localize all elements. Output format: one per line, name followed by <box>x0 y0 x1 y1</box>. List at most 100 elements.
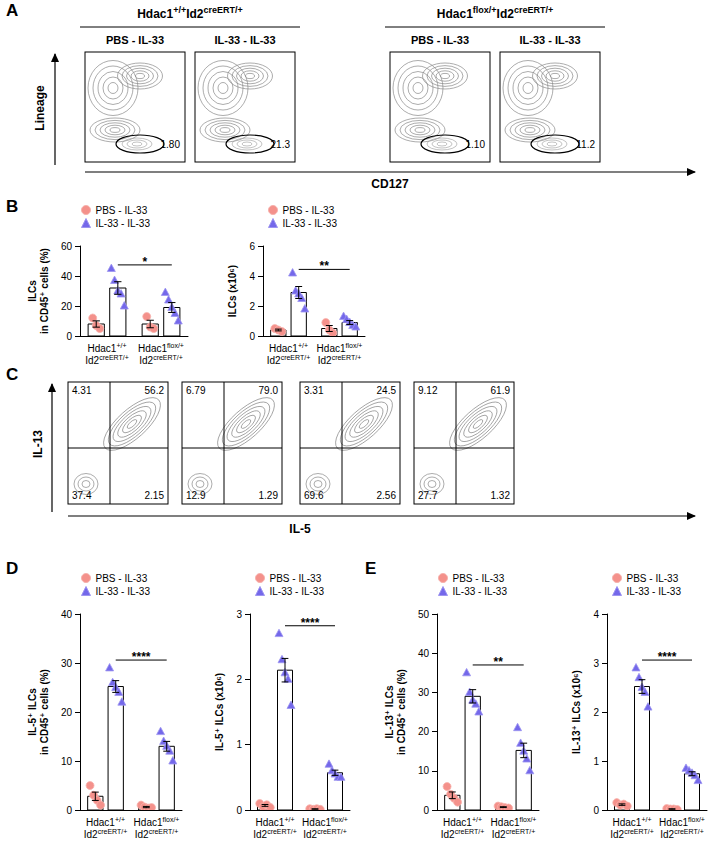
svg-text:**: ** <box>494 655 504 669</box>
svg-text:Hdac1: Hdac1 <box>269 343 298 354</box>
svg-text:Id2: Id2 <box>267 355 281 366</box>
svg-text:56.2: 56.2 <box>145 385 165 396</box>
svg-text:creERT/+: creERT/+ <box>455 828 485 835</box>
svg-text:3.31: 3.31 <box>304 385 324 396</box>
svg-text:****: **** <box>132 650 151 664</box>
svg-text:creERT/+: creERT/+ <box>332 354 362 361</box>
svg-text:1.32: 1.32 <box>491 490 511 501</box>
svg-text:30: 30 <box>418 687 430 698</box>
svg-text:+/+: +/+ <box>472 816 482 823</box>
svg-text:30: 30 <box>61 658 73 669</box>
svg-text:69.6: 69.6 <box>304 490 324 501</box>
svg-text:1.80: 1.80 <box>161 139 181 150</box>
svg-text:Id2: Id2 <box>660 829 674 840</box>
svg-text:creERT/+: creERT/+ <box>267 828 297 835</box>
svg-text:+/+: +/+ <box>298 342 308 349</box>
svg-text:1.29: 1.29 <box>259 490 279 501</box>
svg-text:10: 10 <box>418 765 430 776</box>
svg-text:PBS - IL-33: PBS - IL-33 <box>627 573 679 584</box>
svg-text:PBS - IL-33: PBS - IL-33 <box>106 34 164 46</box>
svg-text:50: 50 <box>418 609 430 620</box>
svg-text:creERT/+: creERT/+ <box>153 354 183 361</box>
svg-text:Hdac1: Hdac1 <box>659 817 688 828</box>
svg-text:creERT/+: creERT/+ <box>506 828 536 835</box>
svg-text:37.4: 37.4 <box>72 490 92 501</box>
svg-text:60: 60 <box>61 241 73 252</box>
svg-text:E: E <box>365 559 376 578</box>
svg-text:Lineage: Lineage <box>33 85 47 131</box>
svg-text:flox/+: flox/+ <box>162 816 179 823</box>
svg-text:D: D <box>6 559 18 578</box>
svg-text:Hdac1: Hdac1 <box>443 817 472 828</box>
svg-text:9.12: 9.12 <box>418 385 438 396</box>
svg-text:Hdac1flox/+Id2creERT/+: Hdac1flox/+Id2creERT/+ <box>437 5 553 21</box>
svg-text:Id2: Id2 <box>139 355 153 366</box>
svg-text:creERT/+: creERT/+ <box>99 354 129 361</box>
svg-text:flox/+: flox/+ <box>345 342 362 349</box>
svg-text:IL-5⁺ ILCs (x10⁶): IL-5⁺ ILCs (x10⁶) <box>214 673 225 751</box>
svg-text:Id2: Id2 <box>303 829 317 840</box>
svg-text:10: 10 <box>61 756 73 767</box>
svg-text:1.10: 1.10 <box>466 139 486 150</box>
svg-text:4: 4 <box>593 609 599 620</box>
svg-text:IL-33 - IL-33: IL-33 - IL-33 <box>283 218 338 229</box>
svg-text:20: 20 <box>61 707 73 718</box>
svg-text:IL-5⁺ ILCs: IL-5⁺ ILCs <box>27 688 38 736</box>
svg-text:+/+: +/+ <box>284 816 294 823</box>
svg-text:3: 3 <box>593 658 599 669</box>
svg-text:Id2: Id2 <box>318 355 332 366</box>
svg-text:Hdac1: Hdac1 <box>86 817 115 828</box>
svg-text:IL-33 - IL-33: IL-33 - IL-33 <box>96 586 151 597</box>
svg-text:Id2: Id2 <box>135 829 149 840</box>
svg-text:0: 0 <box>66 331 72 342</box>
svg-text:CD127: CD127 <box>371 177 409 191</box>
svg-text:creERT/+: creERT/+ <box>281 354 311 361</box>
svg-text:PBS - IL-33: PBS - IL-33 <box>411 34 469 46</box>
svg-text:*: * <box>142 255 147 269</box>
svg-text:0: 0 <box>249 331 255 342</box>
svg-text:2.56: 2.56 <box>377 490 397 501</box>
svg-text:40: 40 <box>418 648 430 659</box>
svg-text:27.7: 27.7 <box>418 490 438 501</box>
svg-text:flox/+: flox/+ <box>167 342 184 349</box>
svg-text:IL-13⁺ ILCs (x10⁶): IL-13⁺ ILCs (x10⁶) <box>571 670 582 754</box>
svg-text:79.0: 79.0 <box>259 385 279 396</box>
svg-text:11.2: 11.2 <box>576 139 595 150</box>
svg-text:in CD45⁺ cells (%): in CD45⁺ cells (%) <box>396 669 407 755</box>
svg-text:IL-33 - IL-33: IL-33 - IL-33 <box>270 586 325 597</box>
svg-text:ILCs: ILCs <box>27 280 38 302</box>
svg-text:2: 2 <box>236 674 242 685</box>
svg-text:B: B <box>6 197 18 216</box>
svg-text:Id2: Id2 <box>610 829 624 840</box>
svg-text:Hdac1: Hdac1 <box>491 817 520 828</box>
svg-text:Hdac1: Hdac1 <box>88 343 117 354</box>
svg-text:0: 0 <box>593 805 599 816</box>
svg-text:6.79: 6.79 <box>186 385 206 396</box>
svg-text:2.15: 2.15 <box>145 490 165 501</box>
svg-text:Hdac1: Hdac1 <box>138 343 167 354</box>
svg-text:PBS - IL-33: PBS - IL-33 <box>270 573 322 584</box>
svg-text:IL-33 - IL-33: IL-33 - IL-33 <box>214 34 275 46</box>
svg-text:6: 6 <box>249 241 255 252</box>
svg-text:40: 40 <box>61 271 73 282</box>
svg-text:IL-33 - IL-33: IL-33 - IL-33 <box>519 34 580 46</box>
svg-text:0: 0 <box>236 805 242 816</box>
svg-text:12.9: 12.9 <box>186 490 206 501</box>
svg-text:Id2: Id2 <box>441 829 455 840</box>
svg-text:****: **** <box>658 650 677 664</box>
svg-text:+/+: +/+ <box>116 342 126 349</box>
svg-text:4.31: 4.31 <box>72 385 92 396</box>
svg-text:Hdac1+/+Id2creERT/+: Hdac1+/+Id2creERT/+ <box>137 5 243 21</box>
svg-text:1: 1 <box>593 756 599 767</box>
svg-text:Hdac1: Hdac1 <box>612 817 641 828</box>
svg-text:61.9: 61.9 <box>491 385 511 396</box>
svg-text:flox/+: flox/+ <box>688 816 705 823</box>
svg-text:Id2: Id2 <box>492 829 506 840</box>
svg-text:Hdac1: Hdac1 <box>302 817 331 828</box>
svg-text:****: **** <box>301 616 320 630</box>
svg-text:40: 40 <box>61 609 73 620</box>
svg-text:PBS - IL-33: PBS - IL-33 <box>453 573 505 584</box>
svg-text:creERT/+: creERT/+ <box>674 828 704 835</box>
svg-text:Id2: Id2 <box>84 829 98 840</box>
svg-text:A: A <box>6 1 18 20</box>
